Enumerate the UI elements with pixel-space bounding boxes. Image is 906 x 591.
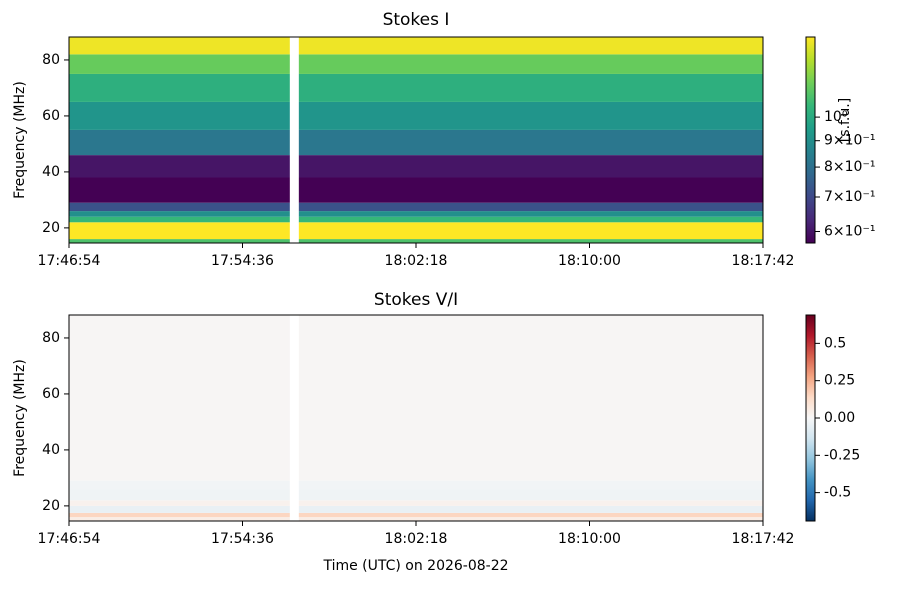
colorbar-tick-label: 8×10⁻¹ <box>824 159 875 175</box>
chart-title: Stokes V/I <box>374 290 458 310</box>
y-axis-label: Frequency (MHz) <box>12 81 28 199</box>
heatmap-cell <box>69 480 290 490</box>
heatmap-cell <box>298 101 763 130</box>
colorbar-tick-label: -0.5 <box>824 485 851 501</box>
heatmap-cell <box>298 211 763 217</box>
y-tick-label: 20 <box>42 498 60 514</box>
x-tick-label: 17:46:54 <box>38 253 101 269</box>
colorbar-tick-label: 0.25 <box>824 373 855 389</box>
heatmap-cell <box>69 129 290 156</box>
colorbar-tick-label: -0.25 <box>824 447 860 463</box>
heatmap-cell <box>298 489 763 501</box>
colorbar-tick-label: 9×10⁻¹ <box>824 133 875 149</box>
heatmap-cell <box>69 239 290 243</box>
y-tick-label: 40 <box>42 442 60 458</box>
x-tick-label: 18:17:42 <box>732 531 795 547</box>
heatmap-cell <box>69 202 290 212</box>
colorbar-tick-label: 0.00 <box>824 410 855 426</box>
heatmap-cell <box>69 512 290 518</box>
heatmap-cell <box>298 37 763 55</box>
heatmap-cell <box>69 222 290 240</box>
y-tick-label: 20 <box>42 220 60 236</box>
heatmap-cell <box>298 315 763 481</box>
heatmap-cell <box>69 155 290 178</box>
colorbar <box>805 36 816 244</box>
y-tick-label: 60 <box>42 386 60 402</box>
x-axis-label: Time (UTC) on 2026-08-22 <box>322 558 508 574</box>
colorbar-tick-label: 7×10⁻¹ <box>824 189 875 205</box>
heatmap-cell <box>298 54 763 74</box>
colorbar-tick-label: 10⁰ <box>824 109 848 125</box>
x-tick-label: 18:17:42 <box>732 253 795 269</box>
x-tick-label: 18:02:18 <box>385 531 448 547</box>
y-tick-label: 80 <box>42 52 60 68</box>
heatmap-cell <box>69 177 290 203</box>
heatmap-cell <box>298 202 763 212</box>
heatmap-cell <box>69 489 290 501</box>
x-tick-label: 17:46:54 <box>38 531 101 547</box>
heatmap-cell <box>69 505 290 513</box>
y-tick-label: 40 <box>42 164 60 180</box>
heatmap-cell <box>298 512 763 518</box>
heatmap-cell <box>69 37 290 55</box>
colorbar <box>805 314 816 522</box>
y-axis-label: Frequency (MHz) <box>12 359 28 477</box>
heatmap-cell <box>298 222 763 240</box>
heatmap-cell <box>69 54 290 74</box>
x-tick-label: 18:10:00 <box>558 253 621 269</box>
heatmap-cell <box>298 216 763 223</box>
y-tick-label: 60 <box>42 108 60 124</box>
colorbar-tick-label: 0.5 <box>824 335 846 351</box>
colorbar-tick-label: 6×10⁻¹ <box>824 224 875 240</box>
heatmap-cell <box>69 315 290 481</box>
heatmap-cell <box>298 177 763 203</box>
x-tick-label: 18:02:18 <box>385 253 448 269</box>
heatmap-cell <box>298 129 763 156</box>
heatmap-cell <box>69 500 290 506</box>
x-tick-label: 17:54:36 <box>211 253 274 269</box>
heatmap-cell <box>69 73 290 102</box>
x-tick-label: 17:54:36 <box>211 531 274 547</box>
heatmap-cell <box>69 216 290 223</box>
heatmap-cell <box>298 155 763 178</box>
heatmap-cell <box>298 239 763 243</box>
heatmap-cell <box>298 500 763 506</box>
heatmap-cell <box>69 101 290 130</box>
heatmap-cell <box>69 517 290 521</box>
heatmap-cell <box>69 211 290 217</box>
heatmap-cell <box>298 505 763 513</box>
heatmap-cell <box>298 517 763 521</box>
heatmap-cell <box>298 73 763 102</box>
y-tick-label: 80 <box>42 330 60 346</box>
chart-title: Stokes I <box>383 10 450 30</box>
colorbar-label: [s.f.u.] <box>837 98 853 142</box>
x-tick-label: 18:10:00 <box>558 531 621 547</box>
heatmap-cell <box>298 480 763 490</box>
